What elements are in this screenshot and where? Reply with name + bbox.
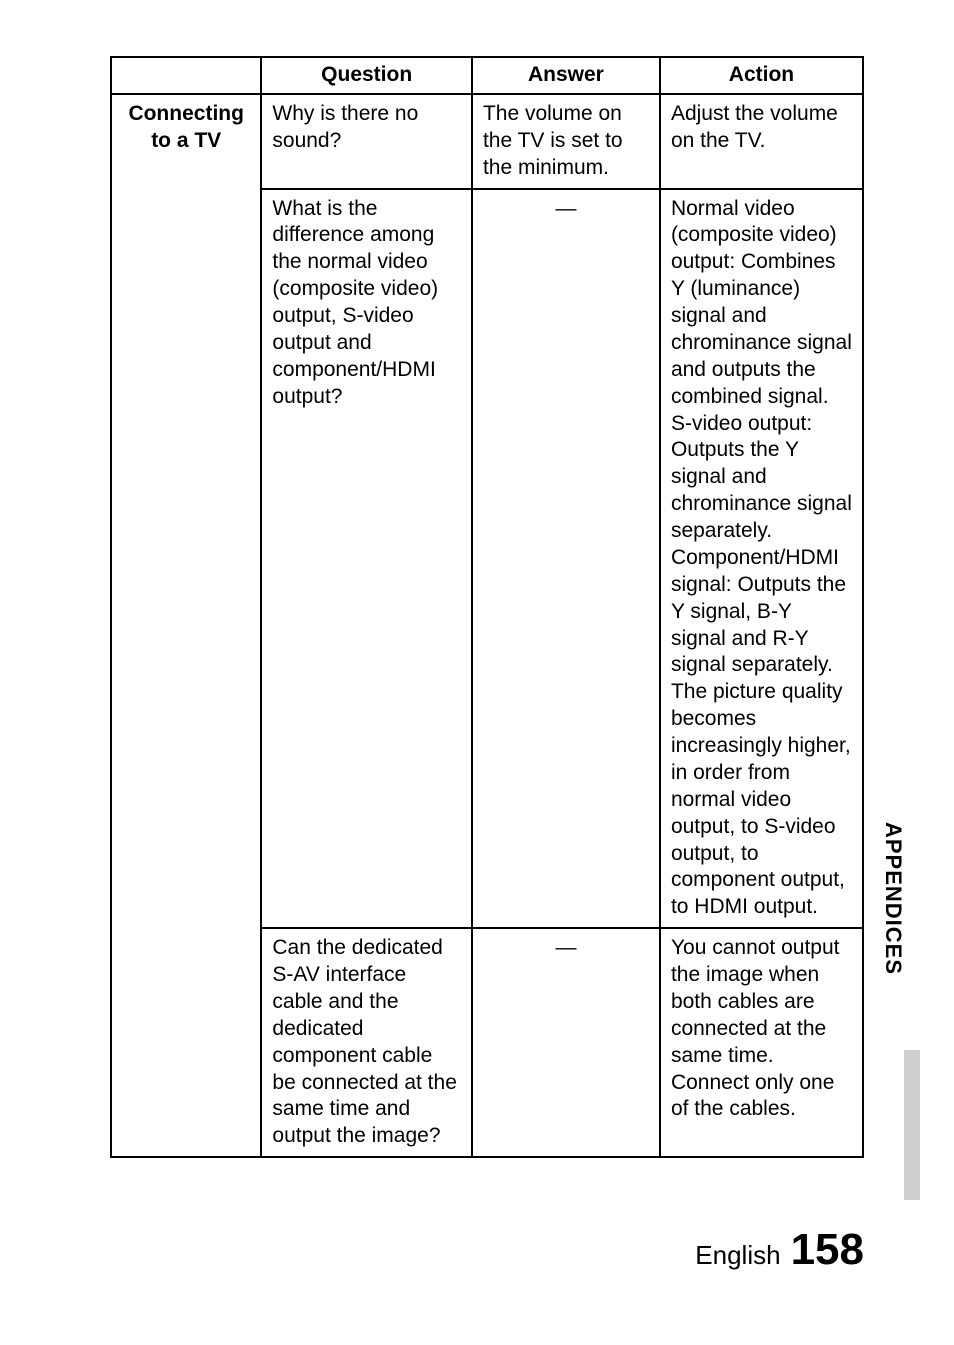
side-section-label: APPENDICES [880, 822, 906, 975]
page: Question Answer Action Connecting to a T… [0, 0, 954, 1345]
answer-cell: The volume on the TV is set to the minim… [472, 94, 660, 189]
header-blank [111, 57, 261, 94]
header-action: Action [660, 57, 863, 94]
side-section-bar [904, 1050, 920, 1200]
question-cell: Why is there no sound? [261, 94, 472, 189]
action-cell: You cannot output the image when both ca… [660, 928, 863, 1157]
answer-cell: — [472, 928, 660, 1157]
question-cell: What is the difference among the normal … [261, 189, 472, 929]
table-header-row: Question Answer Action [111, 57, 863, 94]
page-footer: English 158 [695, 1225, 864, 1275]
footer-page-number: 158 [791, 1225, 864, 1275]
question-cell: Can the dedicated S-AV interface cable a… [261, 928, 472, 1157]
header-question: Question [261, 57, 472, 94]
action-cell: Adjust the volume on the TV. [660, 94, 863, 189]
action-cell: Normal video (composite video) output: C… [660, 189, 863, 929]
table-row: Connecting to a TV Why is there no sound… [111, 94, 863, 189]
category-cell: Connecting to a TV [111, 94, 261, 1157]
qa-table: Question Answer Action Connecting to a T… [110, 56, 864, 1158]
footer-language: English [695, 1240, 780, 1271]
header-answer: Answer [472, 57, 660, 94]
answer-cell: — [472, 189, 660, 929]
category-label: Connecting to a TV [128, 102, 244, 152]
